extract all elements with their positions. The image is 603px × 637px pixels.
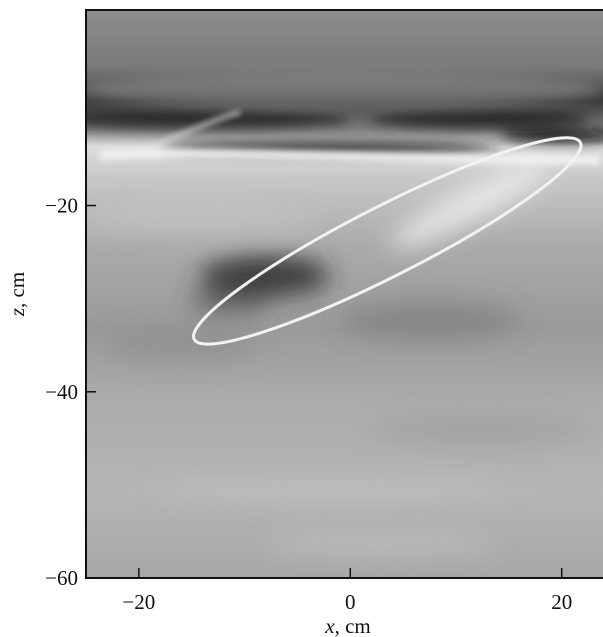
x-tick-label: −20 (122, 590, 155, 614)
y-tick-label: −20 (45, 194, 78, 218)
x-tick-label: 0 (345, 590, 356, 614)
x-axis-label: x, cm (324, 614, 370, 637)
y-axis-label: z, cm (5, 272, 29, 317)
y-axis-ticks: −20 −40 −60 (45, 194, 96, 590)
x-axis-ticks: −20 0 20 (122, 568, 572, 614)
plot-frame (85, 9, 603, 579)
highlight-ellipse (192, 136, 583, 346)
y-tick-label: −60 (45, 566, 78, 590)
subsurface-features (86, 161, 590, 553)
heatmap-image (86, 10, 603, 578)
bright-band (99, 109, 601, 165)
x-tick-label: 20 (551, 590, 572, 614)
y-tick-label: −40 (45, 380, 78, 404)
